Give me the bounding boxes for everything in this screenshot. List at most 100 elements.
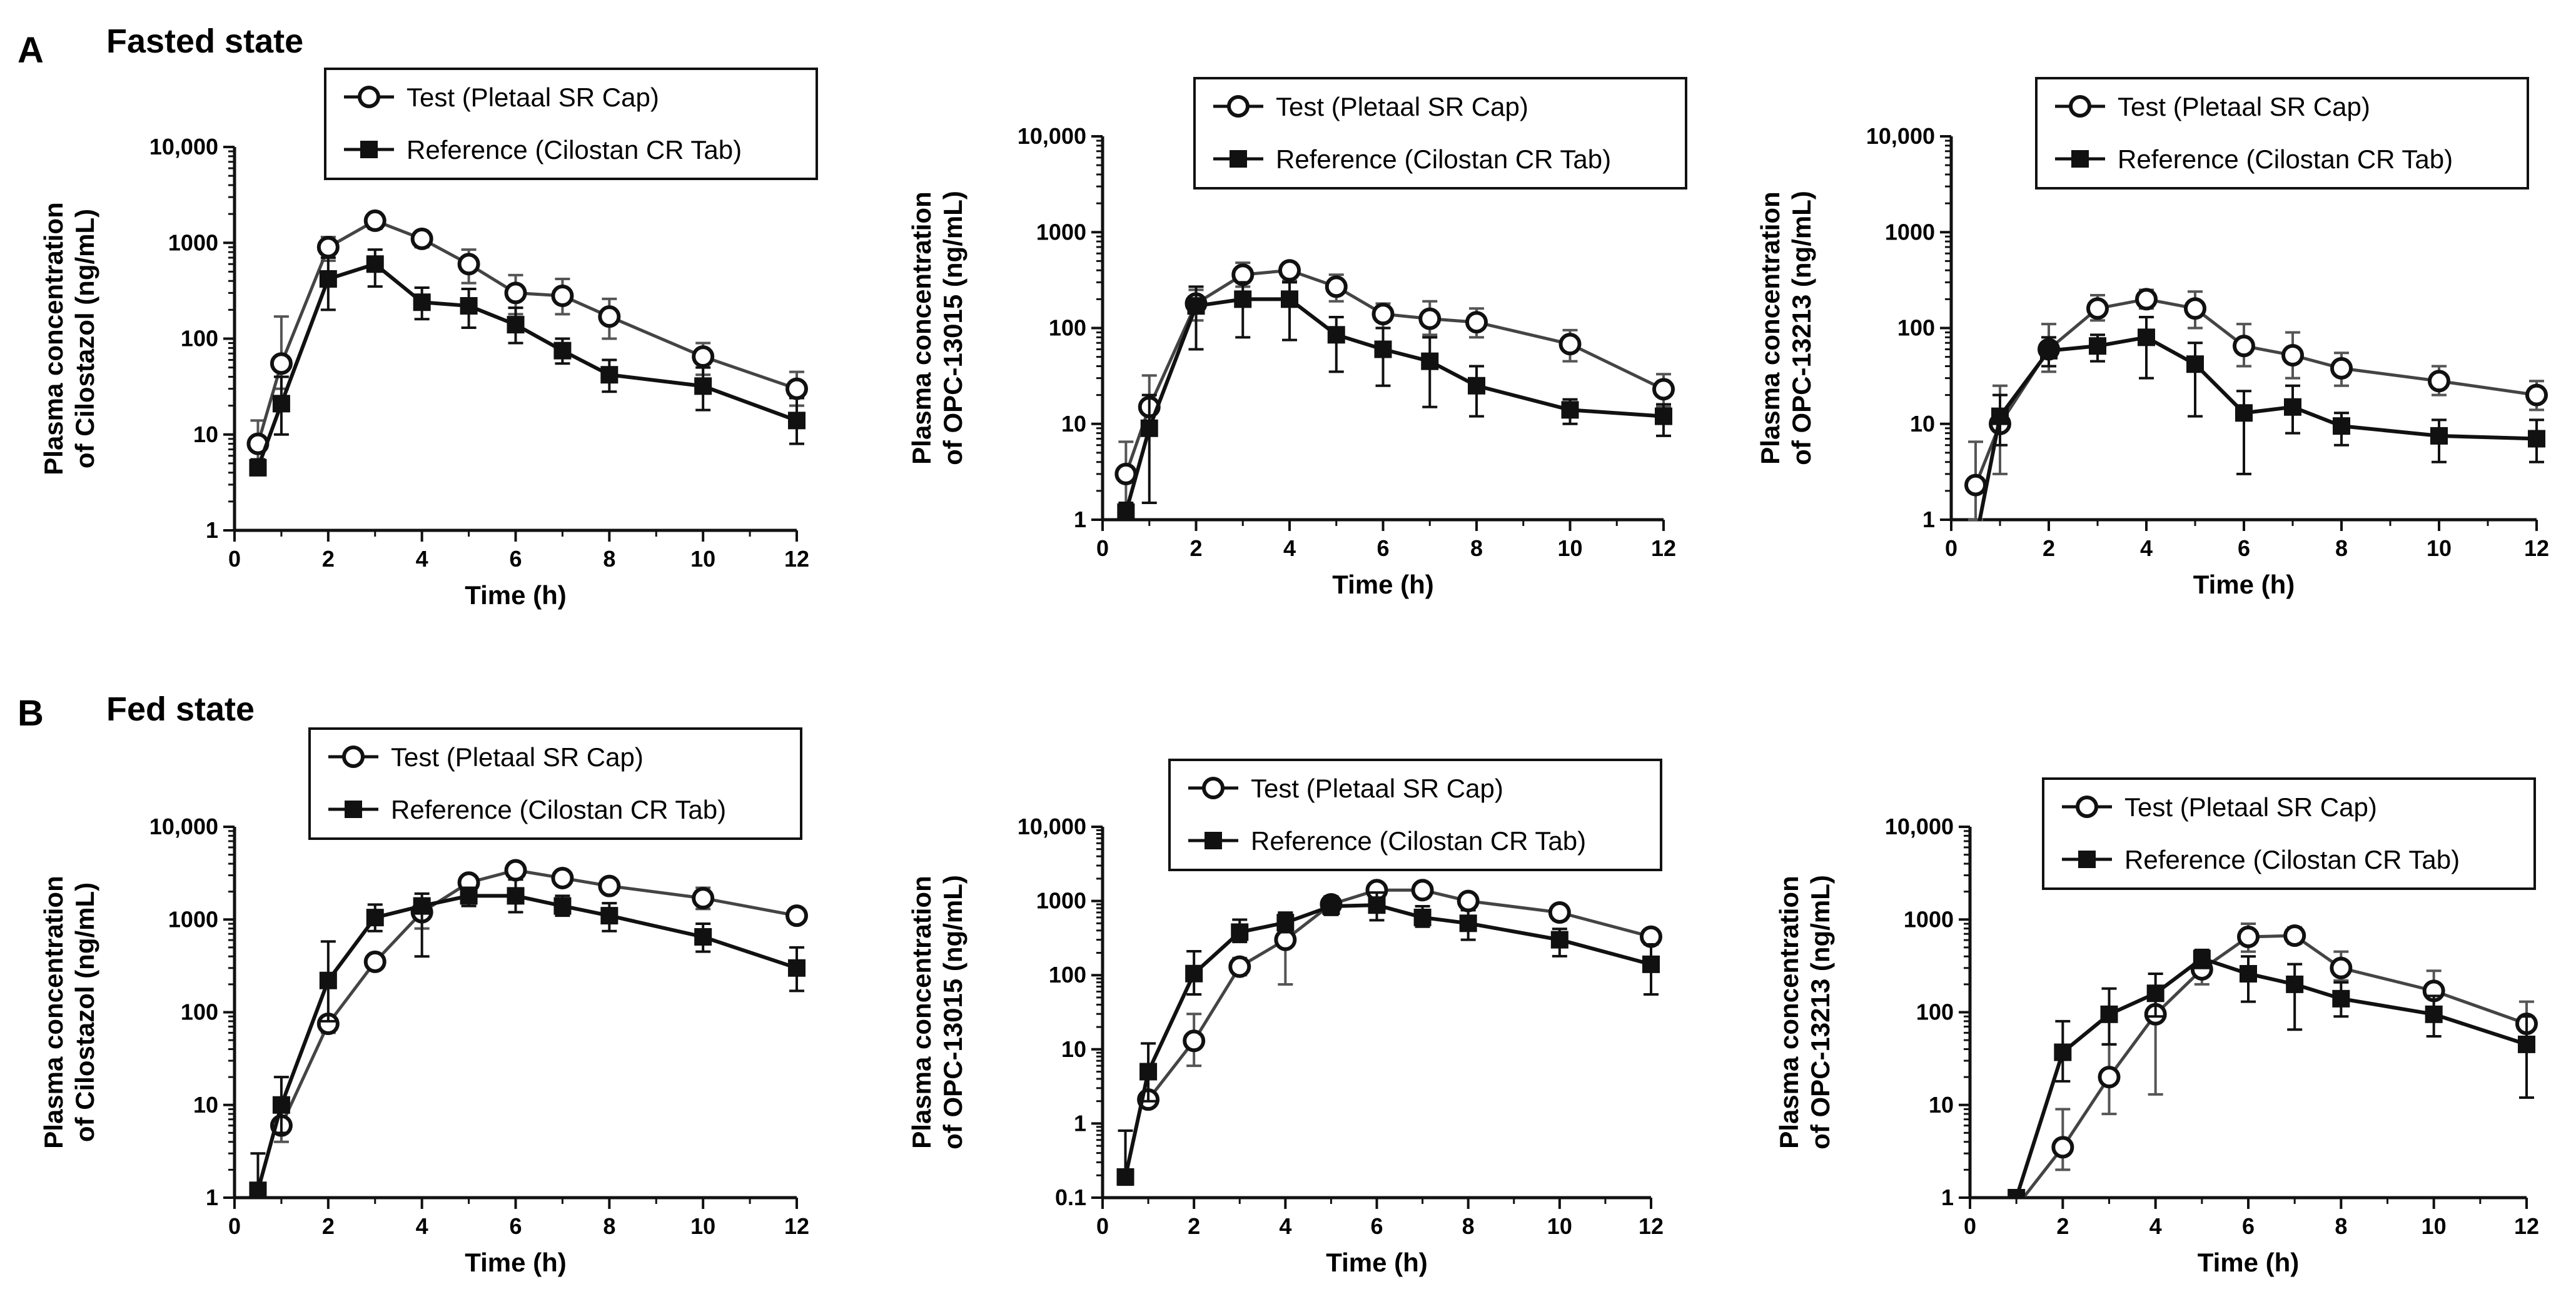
y-tick-label: 100 <box>181 326 218 351</box>
x-tick-label: 6 <box>509 546 522 572</box>
data-point <box>788 959 806 977</box>
legend-swatch-marker <box>360 141 378 158</box>
y-tick-label: 100 <box>181 999 218 1025</box>
data-point <box>2040 341 2058 360</box>
data-point <box>2333 417 2350 435</box>
y-tick-label: 1 <box>1941 1185 1954 1210</box>
x-tick-label: 8 <box>2335 1213 2347 1239</box>
series-reference <box>2008 948 2535 1199</box>
y-tick-label: 10 <box>1929 1092 1954 1118</box>
data-point <box>1114 462 1138 485</box>
x-tick-label: 12 <box>1651 535 1676 561</box>
y-tick-label: 10 <box>1061 411 1086 437</box>
legend-box <box>2042 777 2536 890</box>
series-test <box>1137 879 1662 1111</box>
legend-box <box>1168 759 1662 871</box>
data-point <box>2518 1035 2535 1053</box>
data-point <box>1281 290 1298 308</box>
legend-box <box>324 68 818 180</box>
series-test <box>2008 922 2538 1199</box>
data-point <box>2008 1189 2026 1199</box>
data-point <box>1117 503 1135 521</box>
data-point <box>1548 901 1571 924</box>
y-tick-label: 10,000 <box>149 134 218 159</box>
series-line <box>1147 888 1652 1101</box>
x-tick-label: 8 <box>1470 535 1483 561</box>
series-reference <box>1977 316 2545 521</box>
chart-1: 1 10 100 1000 10,000 0 2 4 6 8 10 12 Time (h) Plasma … <box>39 68 818 610</box>
data-point <box>1411 879 1434 902</box>
legend-entry: Reference (Cilostan CR Tab) <box>2118 144 2453 174</box>
data-point <box>2098 1066 2121 1089</box>
data-point <box>694 927 712 946</box>
data-point <box>2100 1005 2118 1023</box>
data-point <box>1418 307 1442 330</box>
data-point <box>457 253 480 276</box>
data-point <box>553 897 572 915</box>
x-tick-label: 2 <box>2043 535 2055 561</box>
data-point <box>2528 430 2545 448</box>
series-line <box>1977 335 2537 521</box>
data-point <box>1139 1063 1158 1081</box>
y-tick-label: 1000 <box>1885 219 1935 245</box>
data-point <box>1652 378 1675 401</box>
legend-swatch-marker <box>1230 150 1247 168</box>
y-axis-title-line2: of OPC-13213 (ng/mL) <box>1787 191 1816 465</box>
y-tick-label: 100 <box>1916 999 1954 1025</box>
legend: Test (Pletaal SR Cap) Reference (Cilostan… <box>1168 759 1662 871</box>
data-point <box>1413 908 1432 926</box>
x-axis-title: Time (h) <box>1326 1248 1428 1277</box>
data-point <box>413 897 431 915</box>
y-tick-label: 1000 <box>1036 888 1086 914</box>
x-tick-label: 12 <box>784 1213 809 1239</box>
data-point <box>2235 404 2253 422</box>
chart-6: 1 10 100 1000 10,000 0 2 4 6 8 10 12 Time (h) Plasma … <box>1774 777 2539 1277</box>
series-reference <box>249 878 806 1199</box>
data-point <box>1322 897 1340 915</box>
y-tick-label: 1 <box>206 1185 218 1210</box>
data-point <box>2330 356 2353 380</box>
y-tick-label: 10,000 <box>1018 814 1086 839</box>
data-point <box>1465 311 1488 334</box>
legend-box <box>2035 77 2529 190</box>
x-tick-label: 8 <box>603 546 615 572</box>
legend-entry: Test (Pletaal SR Cap) <box>1276 92 1528 121</box>
data-point <box>2138 328 2155 346</box>
data-point <box>1231 923 1249 941</box>
legend-swatch-marker <box>342 745 365 768</box>
legend-entry: Test (Pletaal SR Cap) <box>1251 774 1503 803</box>
y-tick-label: 10 <box>193 1092 218 1118</box>
legend: Test (Pletaal SR Cap) Reference (Cilostan… <box>2035 77 2529 190</box>
y-axis-title-line2: of OPC-13015 (ng/mL) <box>938 191 967 465</box>
x-tick-label: 6 <box>1376 535 1389 561</box>
data-point <box>270 352 293 375</box>
data-point <box>249 458 267 477</box>
series-reference <box>1117 281 1672 521</box>
data-point <box>2240 964 2257 983</box>
series-line <box>2020 934 2527 1199</box>
x-tick-label: 4 <box>2140 535 2153 561</box>
data-point <box>460 887 478 905</box>
series-line <box>280 868 797 1126</box>
data-point <box>316 236 340 259</box>
x-tick-label: 8 <box>603 1213 615 1239</box>
series-group <box>1114 259 1675 521</box>
y-axis-title-line1: Plasma concentration <box>1774 876 1804 1148</box>
series-group <box>1116 879 1662 1186</box>
series-line <box>2014 956 2527 1198</box>
y-tick-label: 10 <box>193 422 218 447</box>
y-tick-label: 10,000 <box>1885 814 1954 839</box>
data-point <box>1327 326 1345 344</box>
data-point <box>1325 275 1348 298</box>
y-tick-label: 1000 <box>1036 219 1086 245</box>
legend-swatch-marker <box>358 86 380 108</box>
data-point <box>249 1181 267 1199</box>
data-point <box>1368 896 1386 914</box>
legend: Test (Pletaal SR Cap) Reference (Cilostan… <box>2042 777 2536 890</box>
chart-4: 1 10 100 1000 10,000 0 2 4 6 8 10 12 Time (h) Plasma … <box>39 727 809 1277</box>
data-point <box>460 297 478 315</box>
legend-box <box>308 727 802 840</box>
panel-label-a: A <box>18 30 44 71</box>
series-test <box>1964 288 2548 521</box>
y-axis-title-line1: Plasma concentration <box>907 191 936 464</box>
